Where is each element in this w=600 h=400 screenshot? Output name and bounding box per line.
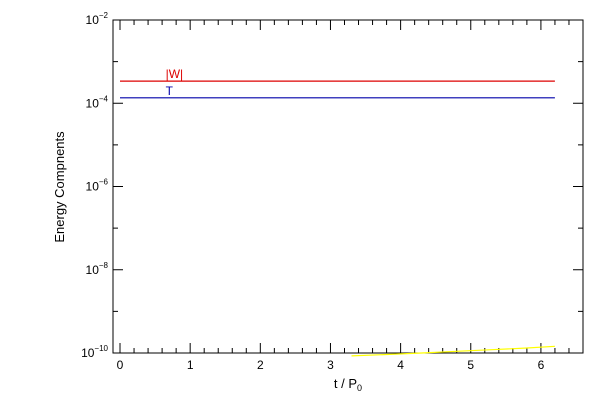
x-tick-label: 4 <box>397 358 404 372</box>
x-tick-label: 3 <box>327 358 334 372</box>
y-tick-label: 10−8 <box>86 261 109 277</box>
x-tick-label: 5 <box>467 358 474 372</box>
series-label-1: |W| <box>166 67 184 81</box>
x-tick-label: 1 <box>187 358 194 372</box>
x-axis-ticks: 0 1 2 3 4 5 6 <box>117 20 570 372</box>
y-axis-ticks: 10−10 10−8 10−6 10−4 10−2 <box>81 11 583 360</box>
x-tick-label: 2 <box>257 358 264 372</box>
y-tick-label: 10−2 <box>86 11 109 27</box>
series-label-2: T <box>166 84 174 98</box>
y-tick-label: 10−6 <box>86 178 109 194</box>
series-label-layer: |W| T <box>166 67 184 98</box>
y-tick-label: 10−4 <box>86 94 109 110</box>
x-axis-title: t / P0 <box>334 376 362 393</box>
y-tick-label: 10−10 <box>81 344 108 360</box>
series-line-3 <box>351 345 555 357</box>
series-layer <box>120 80 555 357</box>
y-axis-title: Energy Compnents <box>52 131 67 243</box>
x-tick-label: 0 <box>117 358 124 372</box>
x-tick-label: 6 <box>538 358 545 372</box>
plot-frame <box>112 19 584 354</box>
